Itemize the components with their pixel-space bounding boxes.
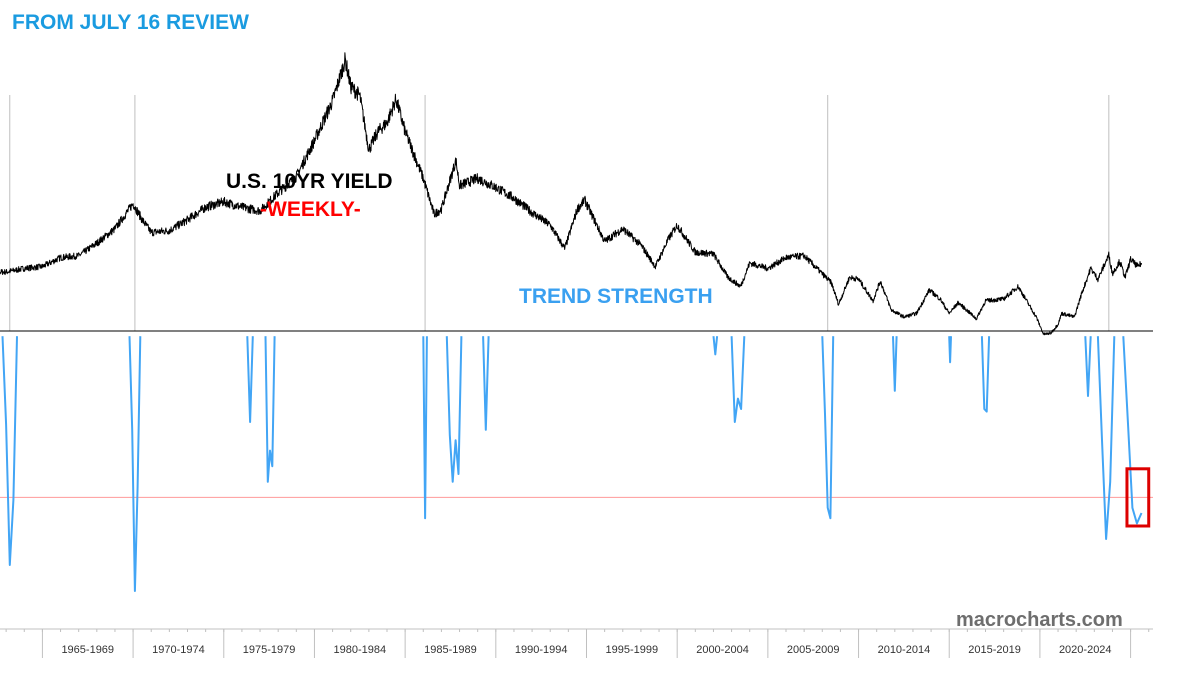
event-lines: [9, 95, 1110, 331]
trend-episode: [264, 336, 276, 483]
trend-episode: [712, 336, 719, 356]
x-tick-label: 1965-1969: [61, 644, 114, 656]
yield-series: [0, 52, 1142, 336]
trend-episode: [821, 336, 835, 520]
x-tick-label: 2020-2024: [1059, 644, 1112, 656]
yield-line: [0, 52, 1142, 336]
trend-episode: [1096, 336, 1116, 540]
x-tick-label: 1990-1994: [515, 644, 568, 656]
x-tick-label: 1970-1974: [152, 644, 205, 656]
x-tick-label: 1985-1989: [424, 644, 477, 656]
highlight-box: [1125, 467, 1151, 528]
indicator-title: TREND STRENGTH: [519, 285, 713, 308]
trend-episode: [1122, 336, 1143, 525]
trend-episode: [980, 336, 991, 413]
x-tick-label: 1980-1984: [333, 644, 386, 656]
chart-title: U.S. 10YR YIELD: [226, 170, 393, 193]
x-tick-label: 2005-2009: [787, 644, 840, 656]
x-tick-label: 1975-1979: [243, 644, 296, 656]
trend-episode: [1, 336, 18, 566]
x-axis-labels: 1965-1969 1970-1974 1975-1979 1980-1984 1985…: [61, 644, 1111, 656]
trend-series: [1, 336, 1143, 592]
chart-subtitle: -WEEKLY-: [260, 198, 361, 221]
trend-episode: [128, 336, 142, 592]
x-tick-label: 2010-2014: [878, 644, 931, 656]
watermark: macrocharts.com: [956, 609, 1123, 631]
x-tick-label: 2015-2019: [968, 644, 1021, 656]
trend-episode: [948, 336, 952, 364]
x-tick-label: 2000-2004: [696, 644, 749, 656]
trend-episode: [892, 336, 898, 392]
trend-episode: [482, 336, 490, 431]
trend-episode: [730, 336, 746, 423]
x-tick-label: 1995-1999: [606, 644, 659, 656]
trend-episode: [246, 336, 254, 423]
trend-episode: [445, 336, 463, 483]
header-note: FROM JULY 16 REVIEW: [12, 11, 249, 34]
trend-episode: [1084, 336, 1092, 397]
trend-episode: [422, 336, 428, 520]
x-axis: [0, 628, 1153, 658]
